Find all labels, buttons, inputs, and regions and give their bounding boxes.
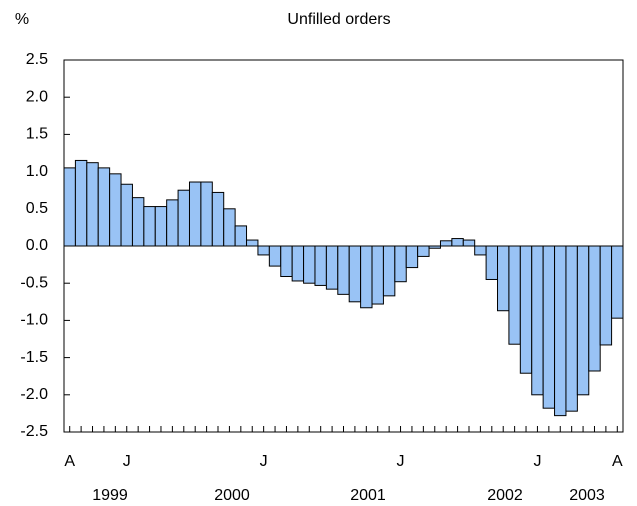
bar	[166, 199, 179, 247]
y-tick-label: 0.0	[26, 237, 48, 254]
bar	[588, 245, 601, 372]
bar	[154, 206, 168, 247]
year-label: 2000	[214, 487, 250, 504]
bar	[211, 191, 225, 247]
y-tick-label: -0.5	[20, 274, 48, 291]
bar	[234, 225, 248, 247]
bar	[576, 245, 590, 396]
bar	[360, 245, 373, 309]
year-label: 2003	[569, 487, 605, 504]
bar	[394, 245, 407, 283]
x-tick-label: A	[612, 453, 623, 470]
bar	[86, 162, 99, 247]
bar	[97, 167, 111, 247]
y-tick-label: 0.5	[26, 200, 48, 217]
bar	[497, 245, 510, 312]
y-axis-unit: %	[15, 11, 29, 28]
y-tick-label: -2.0	[20, 386, 48, 403]
bar	[382, 245, 396, 297]
bar	[143, 206, 156, 247]
y-tick-label: -1.0	[20, 312, 48, 329]
bar	[611, 245, 624, 319]
bar	[74, 159, 88, 247]
bar	[599, 245, 613, 346]
bar	[439, 240, 453, 247]
year-label: 2001	[350, 487, 386, 504]
bar	[291, 245, 305, 282]
bar	[474, 245, 487, 256]
bar	[200, 181, 213, 247]
bar	[348, 245, 362, 303]
y-tick-label: 1.5	[26, 126, 48, 143]
x-tick-label: J	[123, 453, 131, 470]
bar	[268, 245, 282, 267]
bar	[371, 245, 384, 305]
bar	[451, 238, 464, 247]
x-tick-label: J	[533, 453, 541, 470]
bar	[314, 245, 327, 286]
bar	[325, 245, 339, 290]
bar	[554, 245, 567, 417]
year-label: 1999	[92, 487, 128, 504]
bar	[257, 245, 270, 256]
bar	[131, 197, 145, 247]
y-tick-label: 2.5	[26, 51, 48, 68]
bar	[120, 183, 133, 247]
bar	[63, 167, 76, 247]
bar	[223, 208, 236, 247]
year-label: 2002	[487, 487, 523, 504]
y-tick-label: 1.0	[26, 163, 48, 180]
bar	[109, 173, 122, 247]
bar	[542, 245, 556, 409]
bar	[462, 239, 476, 247]
bar	[188, 181, 202, 247]
bar	[531, 245, 544, 396]
bar	[280, 245, 293, 278]
y-tick-label: -1.5	[20, 349, 48, 366]
x-tick-label: A	[64, 453, 75, 470]
bar	[246, 239, 259, 247]
chart-title: Unfilled orders	[287, 11, 390, 28]
bar	[337, 245, 350, 295]
bar	[303, 245, 316, 284]
bar	[417, 245, 430, 257]
x-tick-label: J	[260, 453, 268, 470]
bar	[565, 245, 578, 412]
bar	[405, 245, 419, 269]
y-tick-label: 2.0	[26, 88, 48, 105]
bar	[519, 245, 533, 374]
bar	[485, 245, 499, 280]
x-tick-label: J	[397, 453, 405, 470]
bar	[177, 189, 190, 247]
y-tick-label: -2.5	[20, 423, 48, 440]
bar	[508, 245, 521, 345]
